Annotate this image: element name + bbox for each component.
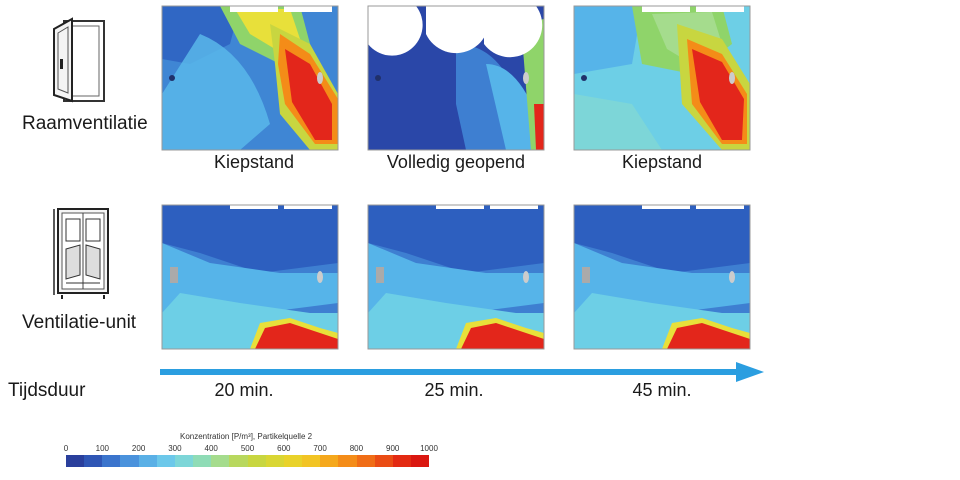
caption-panel-1: Kiepstand	[213, 152, 295, 172]
colorbar-segment	[211, 455, 230, 467]
timeline-arrow	[160, 362, 766, 387]
colorbar-segment	[229, 455, 248, 467]
colorbar-tick: 500	[240, 444, 255, 453]
colorbar-title: Konzentration [P/m³], Partikelquelle 2	[180, 432, 313, 441]
colorbar-tick: 100	[95, 444, 109, 453]
colorbar-segment	[338, 455, 357, 467]
colorbar-segment	[374, 455, 393, 467]
colorbar-segment	[174, 455, 194, 467]
colorbar-segment	[102, 455, 121, 467]
caption-panel-3: Kiepstand	[621, 152, 703, 172]
colorbar-segment	[283, 455, 303, 467]
window-icon	[50, 15, 110, 112]
timeline-label: Tijdsduur	[8, 380, 86, 401]
colorbar-tick: 700	[313, 444, 327, 453]
colorbar-tick: 200	[131, 444, 146, 453]
colorbar-segment	[193, 455, 212, 467]
colorbar-segment	[265, 455, 284, 467]
heatmap-unit-25min	[366, 203, 546, 351]
colorbar-tick: 1000	[420, 444, 438, 453]
colorbar-tick: 600	[277, 444, 291, 453]
caption-panel-2: Volledig geopend	[386, 152, 526, 172]
colorbar-segment	[156, 455, 175, 467]
time-label-25min: 25 min.	[424, 380, 484, 400]
colorbar-tick: 900	[386, 444, 400, 453]
row-label-window-ventilation: Raamventilatie	[22, 113, 148, 134]
ventilation-unit-icon	[52, 205, 114, 304]
time-label-45min: 45 min.	[632, 380, 692, 400]
colorbar	[66, 455, 430, 467]
colorbar-segment	[247, 455, 266, 467]
colorbar-segment	[356, 455, 375, 467]
colorbar-segment	[84, 455, 103, 467]
heatmap-unit-45min	[572, 203, 752, 351]
colorbar-tick: 0	[63, 444, 69, 453]
colorbar-tick: 800	[349, 444, 364, 453]
heatmap-window-20min	[160, 4, 340, 152]
colorbar-segment	[320, 455, 339, 467]
heatmap-window-25min	[366, 4, 546, 152]
colorbar-segment	[138, 455, 157, 467]
heatmap-window-45min	[572, 4, 752, 152]
colorbar-segment	[392, 455, 411, 467]
colorbar-tick: 400	[204, 444, 218, 453]
colorbar-segment	[120, 455, 139, 467]
heatmap-unit-20min	[160, 203, 340, 351]
colorbar-segment	[302, 455, 321, 467]
colorbar-segment	[410, 455, 430, 467]
colorbar-segment	[66, 455, 85, 467]
time-label-20min: 20 min.	[214, 380, 274, 400]
row-label-ventilation-unit: Ventilatie-unit	[22, 312, 137, 333]
colorbar-tick: 300	[168, 444, 182, 453]
